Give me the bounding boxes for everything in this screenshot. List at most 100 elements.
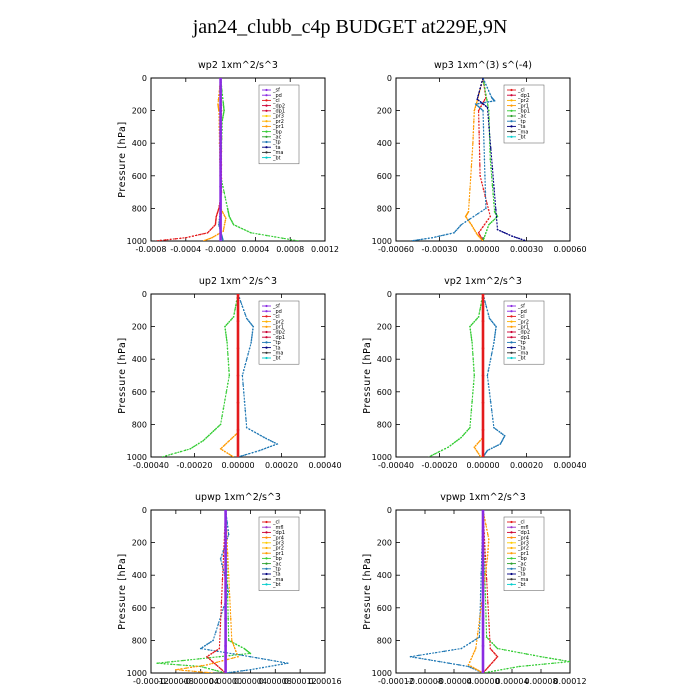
legend-marker — [265, 114, 268, 118]
series-point — [193, 670, 196, 673]
y-tick-label: 400 — [377, 139, 392, 148]
series-point — [474, 448, 477, 450]
series-point — [226, 347, 229, 350]
legend-marker — [510, 99, 513, 102]
y-tick-label: 0 — [387, 74, 392, 83]
series-point — [185, 667, 188, 669]
series-point — [195, 443, 198, 446]
legend-marker — [510, 114, 513, 118]
series-point — [215, 427, 218, 430]
series-point — [224, 617, 227, 620]
legend-marker — [510, 120, 513, 123]
series-point — [184, 449, 187, 452]
series-point — [248, 428, 251, 431]
series-point — [487, 548, 489, 550]
series-point — [463, 645, 466, 648]
series-point — [222, 111, 225, 114]
series-point — [477, 316, 480, 318]
series-point — [484, 195, 486, 197]
legend: _cl_dp1_pr2_pr1_bp1_ac_tp_ta_ma_bt — [503, 84, 545, 144]
series-point — [484, 518, 486, 521]
y-tick-label: 800 — [377, 420, 392, 429]
series-point — [496, 647, 499, 650]
legend-label: _pr2 — [272, 546, 284, 552]
series-point — [231, 437, 233, 439]
series-point — [438, 660, 441, 663]
series-point — [472, 227, 475, 229]
series-point — [487, 638, 490, 640]
series-point — [451, 443, 454, 445]
series-point — [475, 232, 478, 234]
series-point — [471, 153, 473, 156]
series-point — [435, 236, 437, 238]
legend-marker — [265, 104, 268, 107]
legend-marker — [265, 567, 268, 570]
series-point — [257, 433, 260, 435]
series-point — [424, 658, 426, 660]
series-point — [218, 424, 220, 427]
series-point — [463, 433, 465, 435]
series-point — [487, 104, 489, 106]
series-point — [226, 452, 228, 454]
series-point — [490, 176, 493, 178]
series-point — [200, 664, 203, 667]
series-point — [218, 666, 221, 669]
series-point — [473, 108, 476, 110]
series-point — [495, 657, 498, 659]
series-point — [219, 103, 222, 107]
series-point — [232, 223, 235, 226]
series-point — [225, 442, 228, 445]
y-tick-label: 800 — [377, 636, 392, 645]
series-point — [523, 239, 525, 241]
series-point — [488, 363, 491, 366]
series-point — [472, 322, 474, 325]
x-tick-label: 0.00000 — [466, 245, 499, 254]
series-line-pr3 — [203, 78, 227, 241]
series-point — [481, 347, 485, 350]
legend-label: _pr3 — [272, 541, 284, 547]
x-tick-label: 0.00004 — [234, 677, 267, 686]
series-point — [206, 238, 209, 241]
series-point — [180, 668, 182, 670]
series-point — [448, 662, 450, 665]
legend-marker — [510, 526, 513, 529]
series-point — [206, 643, 208, 646]
legend-marker — [265, 541, 268, 544]
series-point — [232, 642, 234, 644]
series-point — [476, 213, 479, 215]
series-point — [198, 442, 200, 445]
series-point — [416, 239, 419, 241]
series-point — [477, 234, 479, 237]
plot-title: wp2 1xm^2/s^3 — [198, 60, 278, 71]
series-point — [449, 444, 452, 447]
series-point — [193, 445, 196, 447]
series-point — [480, 304, 482, 307]
series-point — [426, 653, 429, 655]
series-point — [479, 101, 482, 103]
series-point — [212, 668, 214, 671]
series-point — [479, 87, 481, 90]
series-point — [495, 654, 498, 657]
series-point — [464, 431, 467, 434]
series-point — [494, 658, 496, 661]
legend-label: _dp2 — [272, 330, 285, 336]
legend-marker — [510, 536, 513, 539]
legend-marker — [510, 135, 513, 138]
legend-marker — [510, 583, 513, 586]
legend-label: _tp — [272, 340, 281, 346]
x-tick-label: -0.00004 — [436, 677, 472, 686]
series-point — [255, 450, 257, 453]
legend: _sf_pd_cl_pr2_pr1_dp2_dp1_tp_ta_ma_bt — [258, 300, 300, 365]
legend-marker — [265, 325, 268, 328]
series-point — [225, 324, 228, 326]
y-axis-label: Pressure [hPa] — [117, 553, 128, 630]
legend-box — [258, 84, 300, 165]
series-point — [241, 227, 244, 230]
legend-label: _ac — [272, 561, 282, 567]
series-point — [215, 217, 217, 219]
legend-label: _pr1 — [517, 103, 529, 109]
series-point — [206, 435, 209, 438]
series-point — [442, 234, 444, 237]
series-point — [472, 640, 475, 642]
series-point — [224, 644, 227, 648]
